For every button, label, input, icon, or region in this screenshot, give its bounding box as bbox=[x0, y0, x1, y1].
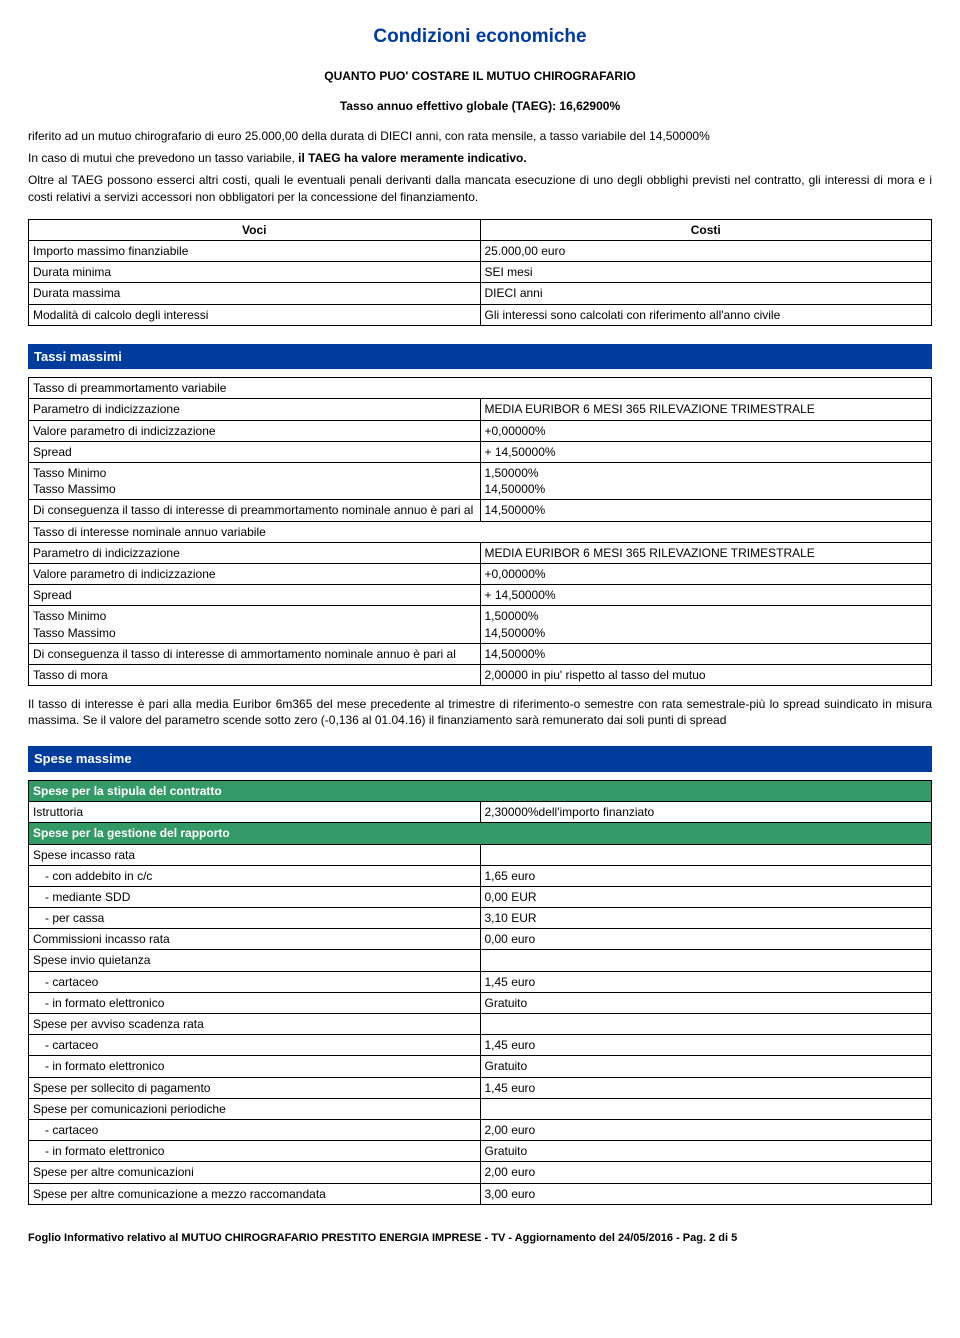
spese-row-label: - con addebito in c/c bbox=[29, 865, 481, 886]
tassi-row-value: 2,00000 in piu' rispetto al tasso del mu… bbox=[480, 664, 932, 685]
intro-p1: riferito ad un mutuo chirografario di eu… bbox=[28, 128, 932, 144]
tassi-row-label: Di conseguenza il tasso di interesse di … bbox=[29, 643, 481, 664]
taeg-line: Tasso annuo effettivo globale (TAEG): 16… bbox=[28, 98, 932, 114]
tassi-row-label: Valore parametro di indicizzazione bbox=[29, 563, 481, 584]
tassi-row-value: +0,00000% bbox=[480, 563, 932, 584]
tassi-row-label: Spread bbox=[29, 441, 481, 462]
spese-row-value: 2,00 euro bbox=[480, 1119, 932, 1140]
tassi-row-value: + 14,50000% bbox=[480, 585, 932, 606]
spese-row-value: Gratuito bbox=[480, 992, 932, 1013]
voci-row-label: Durata minima bbox=[29, 262, 481, 283]
spese-row-value: 0,00 EUR bbox=[480, 886, 932, 907]
spese-subheader: Spese per la gestione del rapporto bbox=[29, 823, 932, 844]
voci-row-label: Durata massima bbox=[29, 283, 481, 304]
spese-row-value: 3,10 EUR bbox=[480, 908, 932, 929]
spese-row-value: 1,45 euro bbox=[480, 971, 932, 992]
spese-row-value: 1,45 euro bbox=[480, 1035, 932, 1056]
tassi-row-value: MEDIA EURIBOR 6 MESI 365 RILEVAZIONE TRI… bbox=[480, 542, 932, 563]
voci-row-label: Importo massimo finanziabile bbox=[29, 240, 481, 261]
tassi-row-label: Parametro di indicizzazione bbox=[29, 399, 481, 420]
voci-header-1: Costi bbox=[480, 219, 932, 240]
spese-row-value bbox=[480, 950, 932, 971]
spese-row-value bbox=[480, 844, 932, 865]
spese-row-value: Gratuito bbox=[480, 1056, 932, 1077]
tassi-note: Il tasso di interesse è pari alla media … bbox=[28, 696, 932, 728]
spese-row-value: 0,00 euro bbox=[480, 929, 932, 950]
tassi-row-label: Di conseguenza il tasso di interesse di … bbox=[29, 500, 481, 521]
spese-row-value: 2,30000%dell'importo finanziato bbox=[480, 802, 932, 823]
spese-row-label: Spese invio quietanza bbox=[29, 950, 481, 971]
page-title: Condizioni economiche bbox=[28, 24, 932, 50]
tassi-row-label: Tasso Minimo Tasso Massimo bbox=[29, 606, 481, 643]
spese-row-label: - in formato elettronico bbox=[29, 1141, 481, 1162]
spese-table: Spese per la stipula del contrattoIstrut… bbox=[28, 780, 932, 1205]
voci-row-value: DIECI anni bbox=[480, 283, 932, 304]
tassi-row-full: Tasso di preammortamento variabile bbox=[29, 378, 932, 399]
spese-row-value: 1,65 euro bbox=[480, 865, 932, 886]
spese-row-label: - cartaceo bbox=[29, 971, 481, 992]
voci-header-0: Voci bbox=[29, 219, 481, 240]
tassi-row-value: + 14,50000% bbox=[480, 441, 932, 462]
spese-row-value: 3,00 euro bbox=[480, 1183, 932, 1204]
page-container: Condizioni economiche QUANTO PUO' COSTAR… bbox=[0, 0, 960, 1274]
spese-row-label: Spese per altre comunicazione a mezzo ra… bbox=[29, 1183, 481, 1204]
voci-table: Voci Costi Importo massimo finanziabile2… bbox=[28, 219, 932, 326]
spese-row-label: - per cassa bbox=[29, 908, 481, 929]
intro-p3: Oltre al TAEG possono esserci altri cost… bbox=[28, 172, 932, 204]
voci-row-label: Modalità di calcolo degli interessi bbox=[29, 304, 481, 325]
spese-row-label: Commissioni incasso rata bbox=[29, 929, 481, 950]
voci-row-value: Gli interessi sono calcolati con riferim… bbox=[480, 304, 932, 325]
tassi-row-label: Tasso di mora bbox=[29, 664, 481, 685]
tassi-row-full: Tasso di interesse nominale annuo variab… bbox=[29, 521, 932, 542]
tassi-row-value: 14,50000% bbox=[480, 643, 932, 664]
spese-row-label: Istruttoria bbox=[29, 802, 481, 823]
tassi-row-value: 1,50000% 14,50000% bbox=[480, 463, 932, 500]
spese-row-label: - mediante SDD bbox=[29, 886, 481, 907]
voci-row-value: SEI mesi bbox=[480, 262, 932, 283]
tassi-row-value: MEDIA EURIBOR 6 MESI 365 RILEVAZIONE TRI… bbox=[480, 399, 932, 420]
spese-row-label: - cartaceo bbox=[29, 1035, 481, 1056]
voci-row-value: 25.000,00 euro bbox=[480, 240, 932, 261]
spese-row-label: Spese per sollecito di pagamento bbox=[29, 1077, 481, 1098]
spese-row-value bbox=[480, 1014, 932, 1035]
tassi-row-label: Parametro di indicizzazione bbox=[29, 542, 481, 563]
tassi-row-label: Valore parametro di indicizzazione bbox=[29, 420, 481, 441]
intro-block: riferito ad un mutuo chirografario di eu… bbox=[28, 128, 932, 205]
tassi-row-label: Tasso Minimo Tasso Massimo bbox=[29, 463, 481, 500]
spese-row-label: - cartaceo bbox=[29, 1119, 481, 1140]
page-footer: Foglio Informativo relativo al MUTUO CHI… bbox=[28, 1225, 932, 1246]
spese-row-label: Spese per altre comunicazioni bbox=[29, 1162, 481, 1183]
tassi-row-value: 1,50000% 14,50000% bbox=[480, 606, 932, 643]
spese-row-value: 1,45 euro bbox=[480, 1077, 932, 1098]
spese-row-value: 2,00 euro bbox=[480, 1162, 932, 1183]
spese-row-label: Spese per avviso scadenza rata bbox=[29, 1014, 481, 1035]
spese-row-label: - in formato elettronico bbox=[29, 1056, 481, 1077]
tassi-row-value: +0,00000% bbox=[480, 420, 932, 441]
spese-row-label: - in formato elettronico bbox=[29, 992, 481, 1013]
spese-row-label: Spese incasso rata bbox=[29, 844, 481, 865]
tassi-row-value: 14,50000% bbox=[480, 500, 932, 521]
spese-subheader: Spese per la stipula del contratto bbox=[29, 780, 932, 801]
spese-row-label: Spese per comunicazioni periodiche bbox=[29, 1098, 481, 1119]
section-spese-massime: Spese massime bbox=[28, 746, 932, 772]
spese-row-value bbox=[480, 1098, 932, 1119]
section-tassi-massimi: Tassi massimi bbox=[28, 344, 932, 370]
spese-row-value: Gratuito bbox=[480, 1141, 932, 1162]
intro-p2: In caso di mutui che prevedono un tasso … bbox=[28, 150, 932, 166]
tassi-row-label: Spread bbox=[29, 585, 481, 606]
tassi-table: Tasso di preammortamento variabileParame… bbox=[28, 377, 932, 686]
subtitle: QUANTO PUO' COSTARE IL MUTUO CHIROGRAFAR… bbox=[28, 68, 932, 84]
